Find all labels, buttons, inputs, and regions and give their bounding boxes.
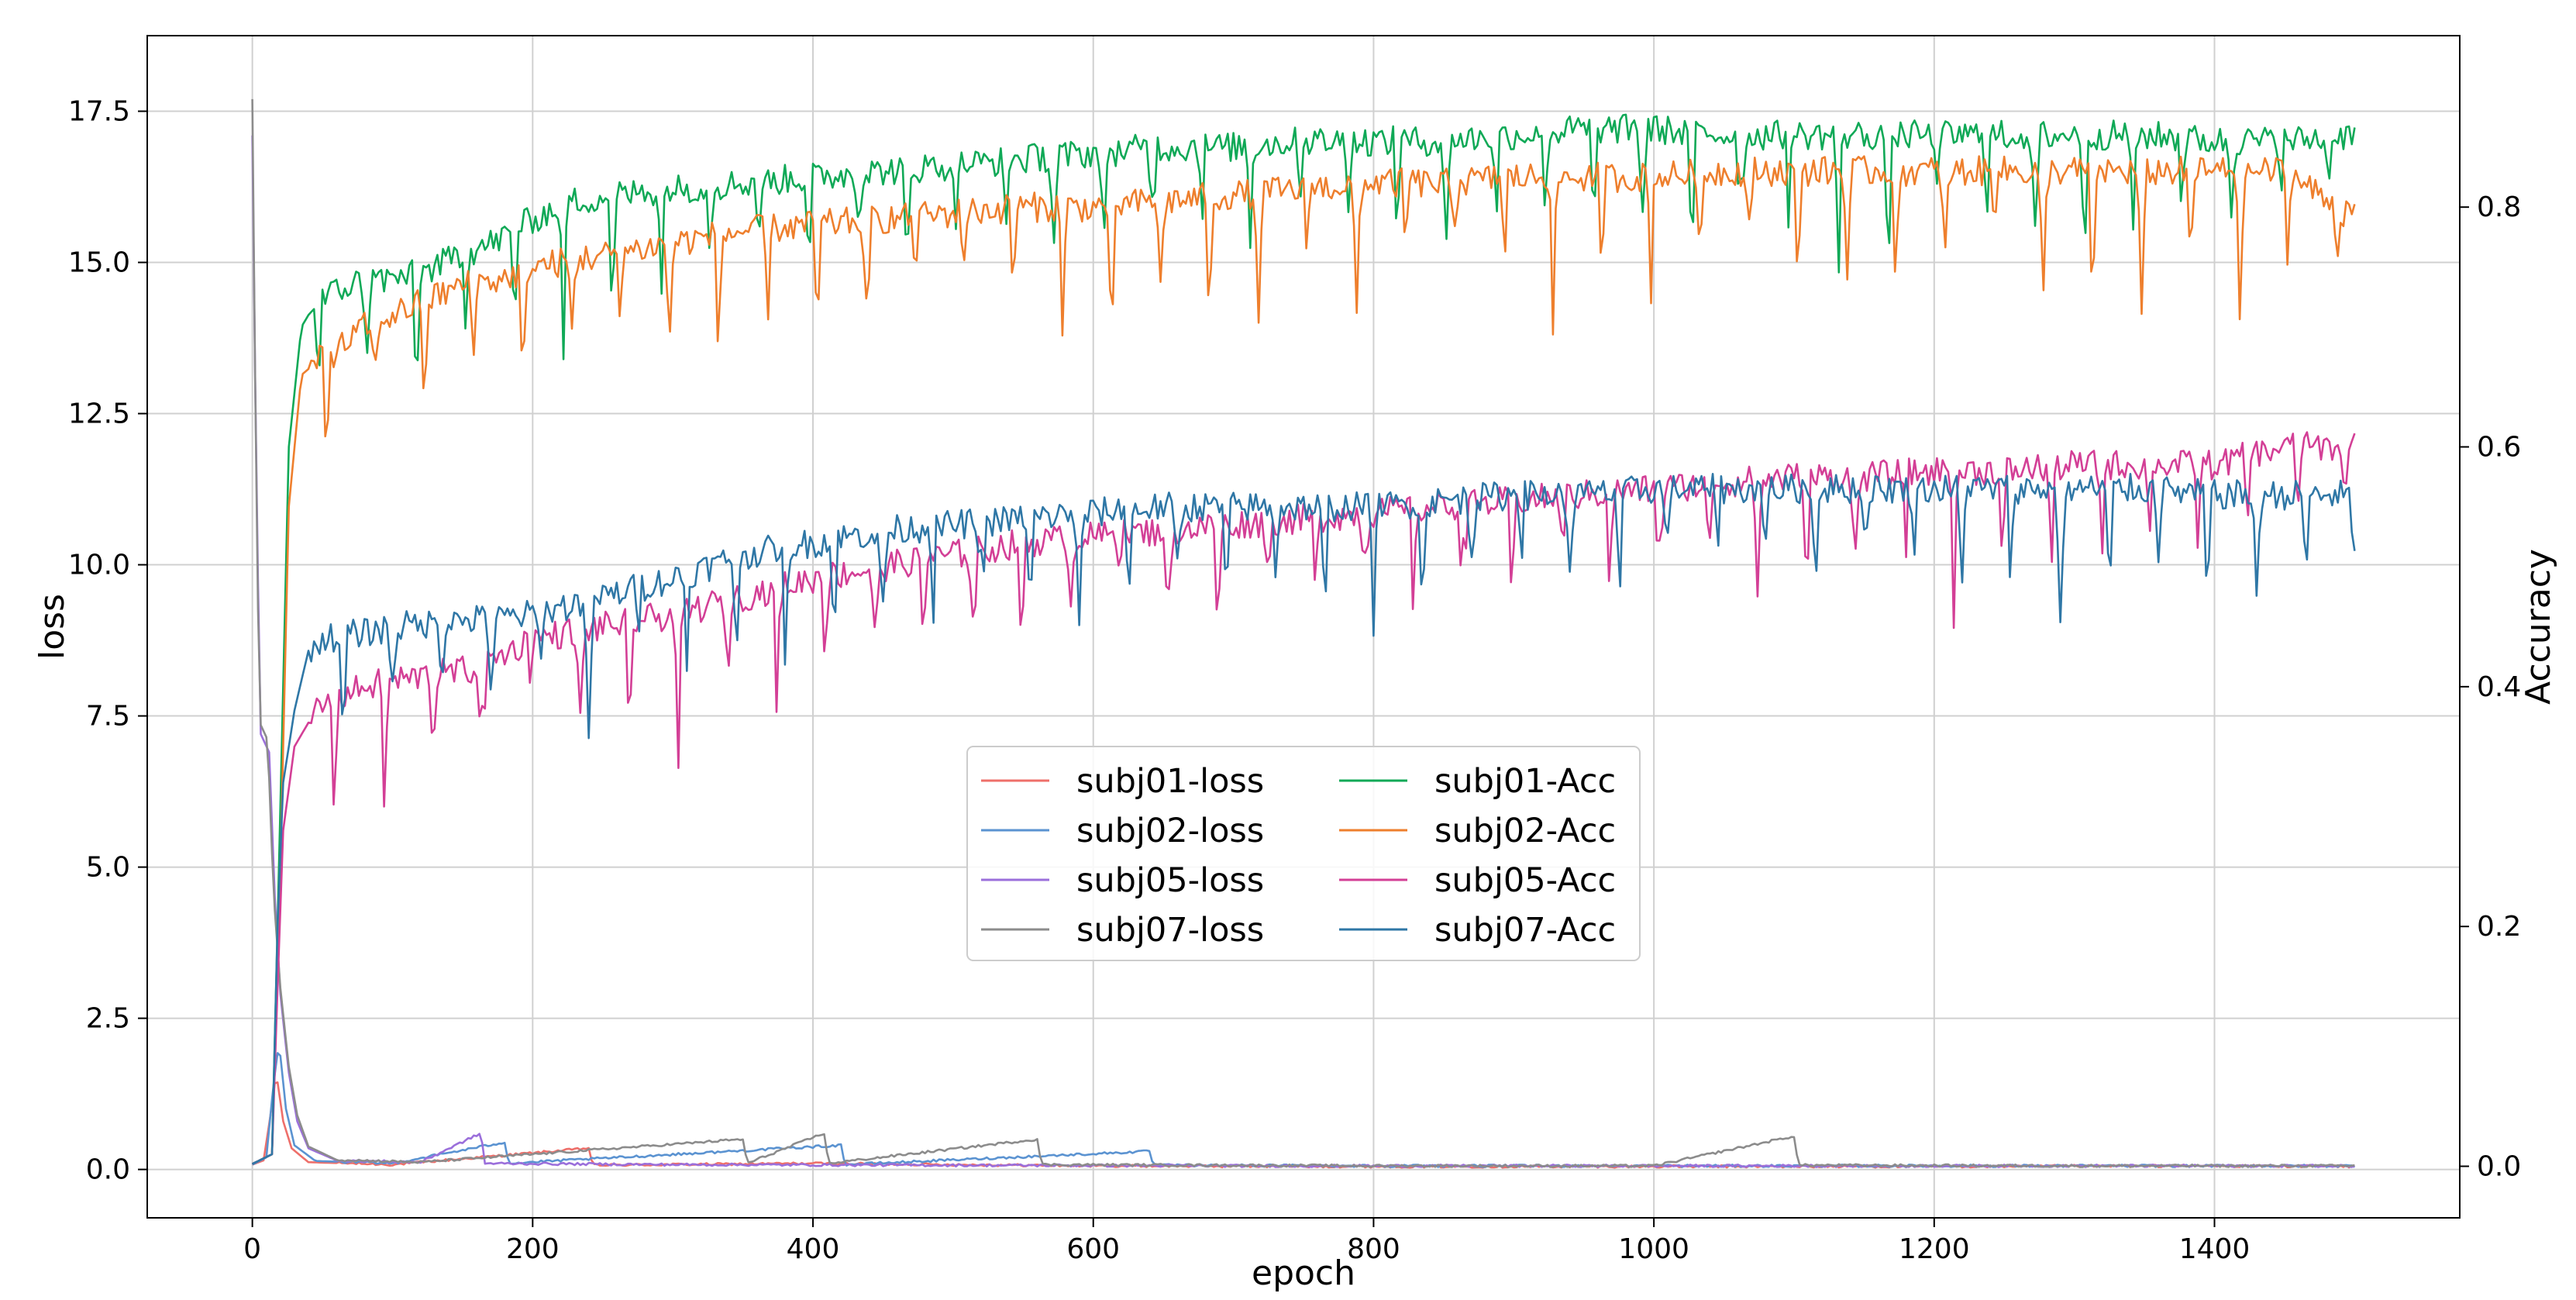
series-line-subj05-loss <box>251 135 2355 1168</box>
series-lines <box>251 98 2356 1169</box>
x-tick-label: 0 <box>243 1233 261 1265</box>
series-line-subj01-Acc <box>252 113 2356 1165</box>
legend-label-subj05-loss: subj05-loss <box>1076 861 1264 900</box>
series-line-subj07-loss <box>251 98 2355 1168</box>
axis-ticks: 0 200 400 600 800 1000 1200 1400 0.0 2.5 5.0 7.5 10.… <box>68 96 2521 1265</box>
x-tick-label: 600 <box>1066 1233 1120 1265</box>
x-tick-label: 1000 <box>1618 1233 1689 1265</box>
x-tick-label: 400 <box>787 1233 840 1265</box>
left-y-tick-label: 7.5 <box>86 701 130 733</box>
left-y-tick-label: 5.0 <box>86 852 130 884</box>
x-axis-label: epoch <box>1252 1253 1355 1293</box>
right-y-tick-label: 0.0 <box>2477 1150 2521 1182</box>
series-line-subj07-Acc <box>252 473 2356 1165</box>
right-y-axis-label: Accuracy <box>2519 549 2558 705</box>
left-y-tick-label: 2.5 <box>86 1003 130 1035</box>
left-y-tick-label: 0.0 <box>86 1154 130 1186</box>
left-y-tick-label: 17.5 <box>68 96 130 128</box>
legend-label-subj01-loss: subj01-loss <box>1076 762 1264 801</box>
right-y-tick-label: 0.6 <box>2477 432 2521 464</box>
legend-label-subj05-Acc: subj05-Acc <box>1434 861 1616 900</box>
left-y-tick-label: 10.0 <box>68 550 130 581</box>
plot-frame <box>146 35 2461 1219</box>
left-y-tick-label: 12.5 <box>68 398 130 430</box>
x-tick-label: 800 <box>1347 1233 1400 1265</box>
series-line-subj02-Acc <box>252 155 2356 1165</box>
legend-label-subj02-Acc: subj02-Acc <box>1434 812 1616 850</box>
legend: subj01-loss subj02-loss subj05-loss subj07-… <box>966 746 1641 961</box>
x-tick-label: 1400 <box>2179 1233 2251 1265</box>
right-y-tick-label: 0.2 <box>2477 911 2521 943</box>
legend-label-subj07-Acc: subj07-Acc <box>1434 911 1616 950</box>
grid <box>147 36 2460 1218</box>
legend-label-subj02-loss: subj02-loss <box>1076 812 1264 850</box>
legend-label-subj07-loss: subj07-loss <box>1076 911 1264 950</box>
x-tick-label: 1200 <box>1899 1233 1970 1265</box>
legend-box <box>966 746 1641 961</box>
left-y-axis-label: loss <box>33 594 72 660</box>
right-y-tick-label: 0.8 <box>2477 191 2521 223</box>
legend-label-subj01-Acc: subj01-Acc <box>1434 762 1616 801</box>
left-y-tick-label: 15.0 <box>68 247 130 279</box>
right-y-tick-label: 0.4 <box>2477 671 2521 703</box>
x-tick-label: 200 <box>506 1233 560 1265</box>
